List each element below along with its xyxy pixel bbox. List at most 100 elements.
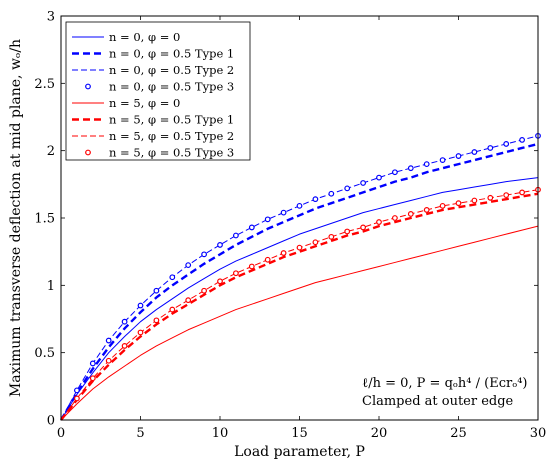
series-5 (60, 225, 539, 421)
series-4-point (439, 157, 446, 163)
series-4-point (312, 196, 319, 203)
series-8-point (201, 287, 208, 294)
series-8-point (392, 215, 398, 221)
series-8-point (439, 202, 446, 209)
series-4-point (407, 165, 414, 172)
annotation-boundary: Clamped at outer edge (362, 394, 514, 409)
series-4-point (519, 136, 525, 143)
legend-label: n = 5, φ = 0.5 Type 2 (109, 129, 234, 143)
series-8-point (105, 357, 112, 364)
series-4-point (73, 387, 80, 394)
legend-items: n = 0, φ = 0 n = 0, φ = 0.5 Type 1 n = 0, … (72, 30, 234, 160)
legend-item: n = 0, φ = 0.5 Type 1 (72, 47, 234, 61)
series-4-point (392, 169, 398, 176)
y-tick-label: 2 (47, 144, 55, 159)
series-4-point (344, 185, 351, 192)
series-8-point (232, 270, 239, 277)
series-8-point (312, 239, 319, 246)
x-tick-label: 0 (57, 426, 65, 441)
series-4 (73, 132, 541, 394)
series-8-point (217, 278, 223, 285)
legend-box (65, 21, 251, 161)
series-layer (59, 132, 541, 421)
series-8-point (121, 343, 128, 349)
series-8-point (73, 395, 80, 402)
series-4-point (455, 153, 462, 159)
series-8-point (519, 189, 525, 196)
series-4-point (185, 262, 192, 269)
series-8-point (153, 317, 160, 324)
legend-label: n = 5, φ = 0.5 Type 3 (109, 146, 234, 160)
legend-item: n = 5, φ = 0.5 Type 3 (85, 146, 234, 160)
series-8 (73, 186, 541, 402)
legend-item: n = 5, φ = 0.5 Type 1 (72, 113, 234, 127)
series-4-point (169, 274, 176, 281)
series-4-point (503, 141, 510, 147)
legend-item: n = 5, φ = 0 (72, 96, 180, 110)
series-8-point (471, 197, 478, 204)
series-4-point (248, 224, 255, 231)
legend-marker (85, 83, 91, 90)
series-4-point (280, 209, 287, 216)
annotation-formula: ℓ/h = 0, P = qₒh⁴ / (Eᴄrₒ⁴) (362, 376, 527, 391)
legend-item: n = 0, φ = 0.5 Type 2 (72, 63, 234, 77)
series-8-point (264, 256, 271, 263)
series-4-point (296, 202, 303, 209)
series-1-line (60, 177, 539, 421)
series-4-point (153, 287, 160, 294)
x-axis-title: Load parameter, P (234, 444, 365, 460)
y-tick-label: 3 (47, 10, 55, 25)
series-2-line (59, 142, 539, 421)
series-8-point (89, 375, 96, 382)
legend-item: n = 5, φ = 0.5 Type 2 (72, 129, 234, 143)
series-5-line (60, 225, 539, 421)
legend-label: n = 5, φ = 0.5 Type 1 (109, 113, 234, 127)
series-4-point (137, 302, 144, 309)
legend-item: n = 0, φ = 0 (72, 30, 180, 44)
series-8-point (296, 244, 303, 251)
series-4-point (328, 190, 335, 197)
legend-item: n = 0, φ = 0.5 Type 3 (85, 80, 234, 94)
series-4-point (89, 360, 96, 367)
y-axis-title: Maximum transverse deflection at mid pla… (8, 39, 24, 397)
legend-marker (85, 149, 91, 156)
series-4-point (360, 180, 367, 186)
legend-label: n = 0, φ = 0.5 Type 2 (109, 63, 234, 77)
series-8-point (455, 200, 462, 207)
y-tick-label: 0.5 (34, 346, 55, 361)
series-4-point (264, 216, 271, 223)
series-8-point (344, 228, 351, 235)
legend: n = 0, φ = 0 n = 0, φ = 0.5 Type 1 n = 0, … (65, 21, 251, 161)
series-8-point (503, 192, 510, 199)
series-4-point (423, 161, 430, 168)
x-tick-label: 30 (530, 426, 547, 441)
series-8-point (423, 207, 430, 213)
series-4-point (471, 149, 478, 155)
series-4-point (121, 318, 128, 325)
legend-label: n = 0, φ = 0 (109, 30, 180, 44)
series-8-point (328, 233, 335, 240)
legend-label: n = 5, φ = 0 (109, 96, 180, 110)
series-4-point (376, 174, 382, 181)
x-tick-label: 10 (212, 426, 229, 441)
series-8-point (487, 194, 494, 201)
series-8-point (185, 297, 192, 304)
series-6 (60, 192, 539, 421)
x-tick-label: 15 (291, 426, 308, 441)
series-4-point (201, 251, 208, 258)
y-tick-label: 1.5 (34, 212, 55, 227)
x-tick-label: 25 (450, 426, 467, 441)
series-6-line (60, 192, 539, 421)
x-tick-label: 20 (371, 426, 388, 441)
series-8-point (169, 306, 176, 313)
legend-label: n = 0, φ = 0.5 Type 1 (109, 47, 234, 61)
series-1 (60, 177, 539, 421)
series-4-point (217, 242, 223, 248)
series-8-point (248, 263, 255, 270)
series-8-point (376, 219, 382, 225)
series-2 (59, 142, 539, 421)
series-4-point (105, 337, 112, 344)
y-tick-label: 2.5 (34, 77, 55, 92)
series-8-point (280, 250, 287, 256)
